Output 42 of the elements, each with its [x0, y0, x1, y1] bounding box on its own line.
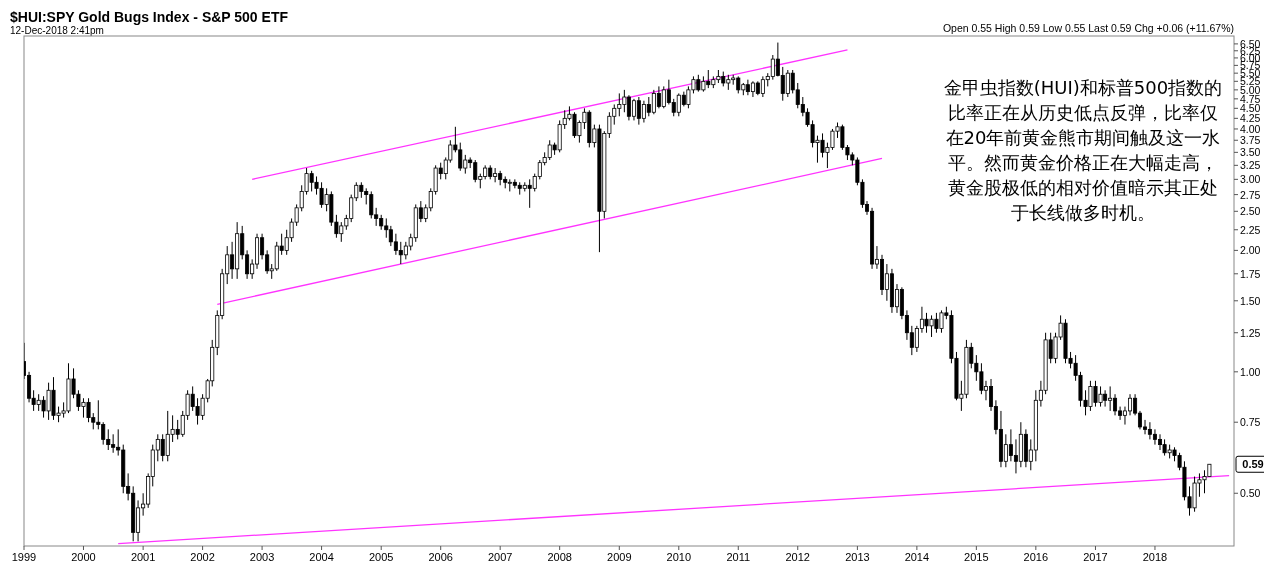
- x-tick-label: 2009: [607, 551, 632, 563]
- x-tick-label: 2007: [487, 551, 513, 563]
- y-tick-label: 2.50: [1240, 205, 1261, 218]
- x-tick-label: 2012: [785, 551, 810, 563]
- x-tick-label: 2000: [71, 551, 96, 563]
- y-tick-label: 3.75: [1240, 134, 1261, 147]
- y-tick-label: 4.25: [1240, 112, 1261, 125]
- x-tick-label: 2011: [726, 551, 751, 563]
- y-tick-label: 1.50: [1240, 294, 1261, 307]
- text: 0.59: [1242, 458, 1264, 471]
- annotation: 金甲虫指数(HUI)和标普500指数的比率正在从历史低点反弹，比率仅在20年前黄金熊市期间触及这一水平。然而黄金价格正在大幅走高，黄金股极低的相对价值暗示其正处于长线做多时机。: [943, 77, 1223, 223]
- y-tick-label: 3.25: [1240, 159, 1261, 172]
- x-tick-label: 2003: [249, 551, 275, 563]
- text: Open 0.55 High 0.59 Low 0.55 Last 0.59 Chg +0.06 (+11.67%): [942, 22, 1234, 34]
- y-tick-label: 2.25: [1240, 223, 1261, 236]
- y-tick-label: 2.75: [1240, 188, 1261, 201]
- y-tick-label: 4.00: [1240, 122, 1261, 135]
- x-tick-label: 1999: [11, 551, 37, 563]
- x-tick-label: 2015: [964, 551, 989, 563]
- y-tick-label: 4.50: [1240, 102, 1261, 115]
- x-tick-label: 2016: [1023, 551, 1049, 563]
- y-tick-label: 1.75: [1240, 267, 1261, 280]
- y-tick-label: 3.00: [1240, 173, 1261, 186]
- x-tick-label: 2004: [309, 551, 334, 563]
- y-tick-label: 3.50: [1240, 146, 1261, 159]
- x-tick-label: 2013: [845, 551, 870, 563]
- y-tick-label: 2.00: [1240, 244, 1261, 257]
- y-tick-label: 0.75: [1240, 416, 1261, 429]
- x-tick-label: 2014: [904, 551, 930, 563]
- chart-title: $HUI:SPY Gold Bugs Index - S&P 500 ETF: [10, 9, 289, 25]
- x-tick-label: 2010: [666, 551, 692, 563]
- x-tick-label: 2017: [1083, 551, 1108, 563]
- x-tick-label: 2018: [1142, 551, 1168, 563]
- y-tick-label: 1.00: [1240, 365, 1261, 378]
- y-tick-label: 1.25: [1240, 326, 1261, 339]
- x-tick-label: 2008: [547, 551, 572, 563]
- x-tick-label: 2002: [190, 551, 215, 563]
- x-tick-label: 2001: [130, 551, 156, 563]
- y-tick-label: 0.50: [1240, 487, 1261, 500]
- x-tick-label: 2006: [428, 551, 453, 563]
- x-tick-label: 2005: [368, 551, 394, 563]
- chart-subtitle: 12-Dec-2018 2:41pm: [10, 25, 104, 36]
